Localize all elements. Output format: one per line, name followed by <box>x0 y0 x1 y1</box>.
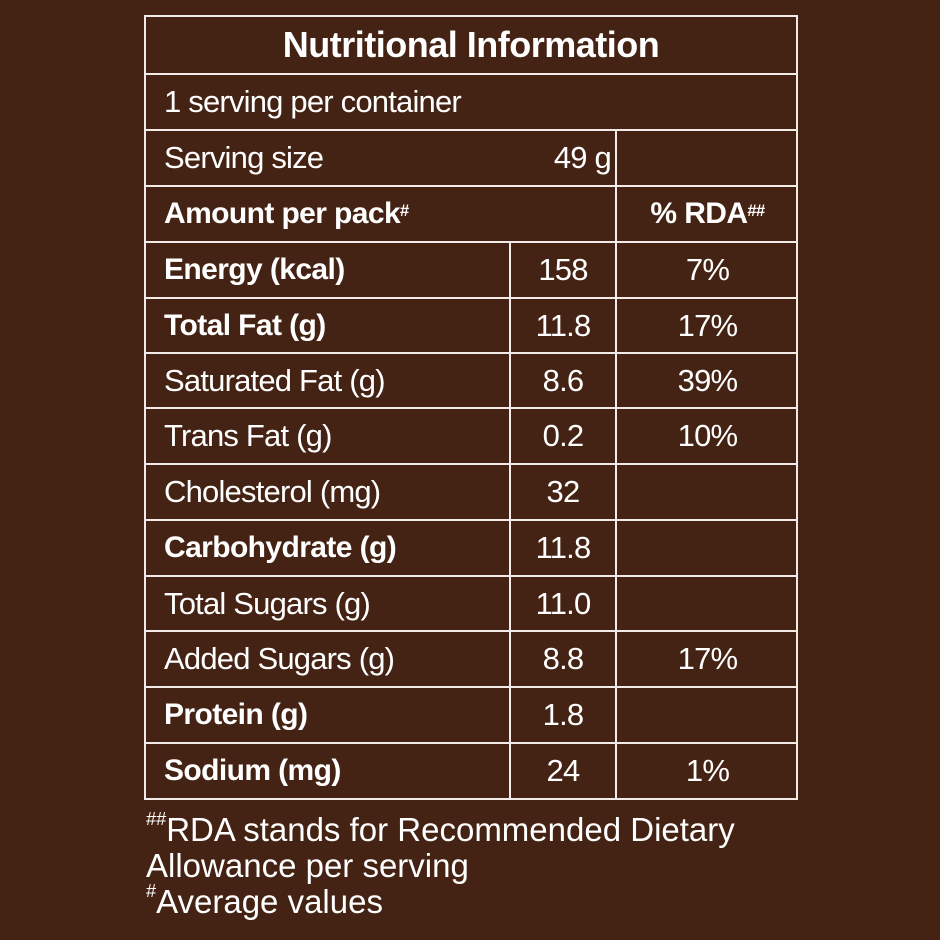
nutrient-amount: 11.0 <box>535 585 592 621</box>
rda-footnote-line2: Allowance per serving <box>146 847 469 884</box>
nutrient-rda: 17% <box>677 307 738 343</box>
serving-size-value: 49 g <box>553 140 612 175</box>
nutrient-rda: 1% <box>685 753 730 788</box>
nutrient-name: Total Fat (g) <box>164 308 326 342</box>
serving-size-row: Serving size 49 g <box>146 131 796 187</box>
nutrition-table: Nutritional Information 1 serving per co… <box>144 15 798 800</box>
column-divider <box>509 688 511 742</box>
nutrient-rda <box>617 465 798 519</box>
nutrient-amount: 8.6 <box>542 362 585 398</box>
nutrient-row-total-sugars: Total Sugars (g) 11.0 <box>146 577 796 632</box>
servings-per-container: 1 serving per container <box>164 84 462 119</box>
nutrient-rda <box>617 577 798 630</box>
nutrient-rda: 17% <box>677 641 738 676</box>
column-divider <box>615 409 617 463</box>
column-divider <box>509 243 511 297</box>
nutrient-amount: 0.2 <box>542 418 585 453</box>
nutrient-amount: 158 <box>538 252 588 287</box>
nutrient-rda: 7% <box>685 252 730 287</box>
nutrient-name: Protein (g) <box>164 698 308 731</box>
column-divider <box>509 744 511 798</box>
header-row: Amount per pack # % RDA ## <box>146 187 796 243</box>
rda-header-text: % RDA <box>650 197 748 230</box>
column-divider <box>615 299 617 352</box>
column-divider <box>509 465 511 519</box>
average-footnote-text: Average values <box>156 883 383 920</box>
amount-header-text: Amount per pack <box>164 197 401 230</box>
nutrient-row-cholesterol: Cholesterol (mg) 32 <box>146 465 796 521</box>
nutrient-amount: 11.8 <box>535 530 592 565</box>
nutrient-row-carbohydrate: Carbohydrate (g) 11.8 <box>146 521 796 577</box>
column-divider <box>615 187 617 241</box>
title-row: Nutritional Information <box>146 17 796 75</box>
nutrient-rda: 39% <box>677 362 738 398</box>
nutrient-row-total-fat: Total Fat (g) 11.8 17% <box>146 299 796 354</box>
column-divider <box>615 632 617 686</box>
rda-header: % RDA ## <box>650 197 765 230</box>
nutrient-amount: 32 <box>546 474 581 509</box>
nutrient-row-saturated-fat: Saturated Fat (g) 8.6 39% <box>146 354 796 409</box>
column-divider <box>615 465 617 519</box>
average-footnote: #Average values <box>146 881 846 920</box>
nutrient-row-energy: Energy (kcal) 158 7% <box>146 243 796 299</box>
nutrient-amount: 8.8 <box>542 641 585 676</box>
column-divider <box>509 632 511 686</box>
nutrient-name: Carbohydrate (g) <box>164 531 397 564</box>
column-divider <box>509 409 511 463</box>
nutrient-name: Sodium (mg) <box>164 754 341 787</box>
nutrient-name: Added Sugars (g) <box>164 641 395 676</box>
column-divider <box>509 354 511 407</box>
column-divider <box>509 299 511 352</box>
column-divider <box>615 131 617 185</box>
nutrient-amount: 24 <box>546 753 581 788</box>
nutrient-name: Saturated Fat (g) <box>164 362 386 398</box>
nutrient-name: Cholesterol (mg) <box>164 474 381 509</box>
column-divider <box>615 744 617 798</box>
nutrient-row-added-sugars: Added Sugars (g) 8.8 17% <box>146 632 796 688</box>
column-divider <box>615 354 617 407</box>
column-divider <box>509 577 511 630</box>
servings-row: 1 serving per container <box>146 75 796 131</box>
serving-size-label: Serving size <box>164 140 324 175</box>
nutrient-name: Trans Fat (g) <box>164 418 332 453</box>
column-divider <box>615 243 617 297</box>
table-title: Nutritional Information <box>282 24 660 65</box>
nutrient-row-sodium: Sodium (mg) 24 1% <box>146 744 796 798</box>
nutrient-row-protein: Protein (g) 1.8 <box>146 688 796 744</box>
nutrient-rda <box>617 688 798 742</box>
nutrient-row-trans-fat: Trans Fat (g) 0.2 10% <box>146 409 796 465</box>
average-footnote-mark: # <box>146 881 157 902</box>
rda-footnote-mark: ## <box>146 809 167 830</box>
footnotes: ##RDA stands for Recommended Dietary All… <box>146 809 846 920</box>
nutrient-amount: 11.8 <box>535 307 592 343</box>
column-divider <box>509 521 511 575</box>
column-divider <box>615 577 617 630</box>
amount-per-pack-header: Amount per pack # <box>164 197 409 230</box>
nutrient-rda: 10% <box>677 418 738 453</box>
nutrient-name: Total Sugars (g) <box>164 585 371 621</box>
nutrient-rda <box>617 521 798 575</box>
rda-footnote-line1: RDA stands for Recommended Dietary <box>166 811 735 848</box>
rda-footnote: ##RDA stands for Recommended Dietary <box>146 809 846 848</box>
nutrient-name: Energy (kcal) <box>164 253 345 286</box>
nutrient-amount: 1.8 <box>542 697 585 732</box>
column-divider <box>615 521 617 575</box>
column-divider <box>615 688 617 742</box>
